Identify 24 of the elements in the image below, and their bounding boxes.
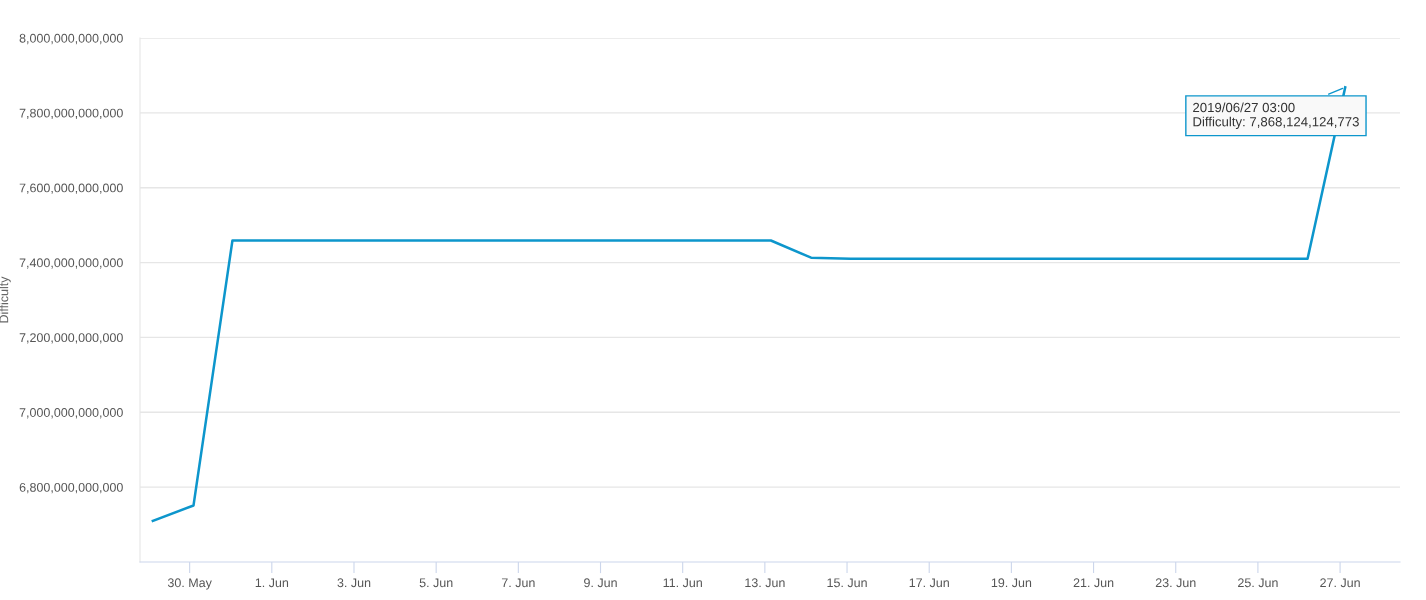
y-tick-label: 7,600,000,000,000 xyxy=(19,183,123,194)
x-tick-label: 11. Jun xyxy=(663,578,702,588)
x-tick-label: 13. Jun xyxy=(745,578,785,588)
y-tick-label: 7,000,000,000,000 xyxy=(19,408,123,419)
x-tick-label: 3. Jun xyxy=(337,578,371,588)
x-tick-label: 9. Jun xyxy=(584,578,617,588)
y-tick-label: 7,800,000,000,000 xyxy=(19,108,123,119)
x-tick-label: 7. Jun xyxy=(501,578,535,588)
y-axis-title: Difficulty xyxy=(0,276,11,323)
x-tick-label: 15. Jun xyxy=(827,578,867,588)
x-tick-label: 1. Jun xyxy=(255,578,289,588)
y-tick-label: 7,400,000,000,000 xyxy=(19,258,123,269)
x-tick-label: 21. Jun xyxy=(1073,578,1114,588)
x-tick-label: 17. Jun xyxy=(909,578,949,588)
annotation: 2019/06/27 03:00 Difficulty: 7,868,124,124,773 xyxy=(1193,102,1359,129)
x-tick-label: 30. May xyxy=(167,578,212,590)
x-tick-label: 19. Jun xyxy=(991,578,1032,588)
x-tick-label: 23. Jun xyxy=(1155,578,1196,588)
x-tick-label: 5. Jun xyxy=(419,578,453,588)
x-tick-label: 27. Jun xyxy=(1320,578,1360,588)
y-tick-label: 8,000,000,000,000 xyxy=(19,33,123,45)
y-tick-label: 6,800,000,000,000 xyxy=(19,482,123,494)
y-tick-label: 7,200,000,000,000 xyxy=(19,333,123,344)
x-tick-label: 25. Jun xyxy=(1238,578,1278,588)
